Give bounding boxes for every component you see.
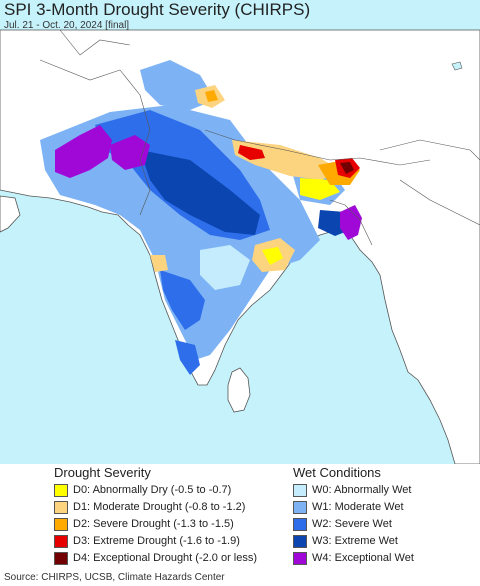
lake	[451, 61, 463, 71]
map-title: SPI 3-Month Drought Severity (CHIRPS)	[4, 0, 311, 19]
swatch-w2	[293, 518, 307, 531]
swatch-d2	[54, 518, 68, 531]
drought-legend-heading: Drought Severity	[54, 465, 151, 480]
swatch-w3	[293, 535, 307, 548]
legend-label-d0: D0: Abnormally Dry (-0.5 to -0.7)	[73, 484, 232, 496]
legend-label-w1: W1: Moderate Wet	[312, 501, 404, 513]
exceptional-wet-regions	[55, 125, 362, 240]
legend-label-d1: D1: Moderate Drought (-0.8 to -1.2)	[73, 501, 246, 513]
drought-map	[0, 0, 480, 464]
source-credit: Source: CHIRPS, UCSB, Climate Hazards Ce…	[4, 572, 225, 583]
wet-legend-heading: Wet Conditions	[293, 465, 381, 480]
legend-label-d4: D4: Exceptional Drought (-2.0 or less)	[73, 552, 258, 564]
legend-label-w0: W0: Abnormally Wet	[312, 484, 412, 496]
drought-regions	[150, 85, 360, 272]
legend-label-d2: D2: Severe Drought (-1.3 to -1.5)	[73, 518, 234, 530]
sri-lanka	[227, 367, 251, 413]
legend: Drought Severity D0: Abnormally Dry (-0.…	[0, 464, 480, 570]
legend-label-w2: W2: Severe Wet	[312, 518, 392, 530]
swatch-w1	[293, 501, 307, 514]
legend-label-d3: D3: Extreme Drought (-1.6 to -1.9)	[73, 535, 240, 547]
map-area: SPI 3-Month Drought Severity (CHIRPS) Ju…	[0, 0, 480, 464]
arabia-coast	[0, 195, 21, 233]
map-subtitle: Jul. 21 - Oct. 20, 2024 [final]	[4, 20, 130, 31]
swatch-w4	[293, 552, 307, 565]
wet-regions	[40, 60, 355, 375]
swatch-d3	[54, 535, 68, 548]
admin-borders	[39, 29, 480, 246]
swatch-d1	[54, 501, 68, 514]
swatch-d4	[54, 552, 68, 565]
legend-label-w4: W4: Exceptional Wet	[312, 552, 414, 564]
legend-label-w3: W3: Extreme Wet	[312, 535, 398, 547]
swatch-d0	[54, 484, 68, 497]
swatch-w0	[293, 484, 307, 497]
